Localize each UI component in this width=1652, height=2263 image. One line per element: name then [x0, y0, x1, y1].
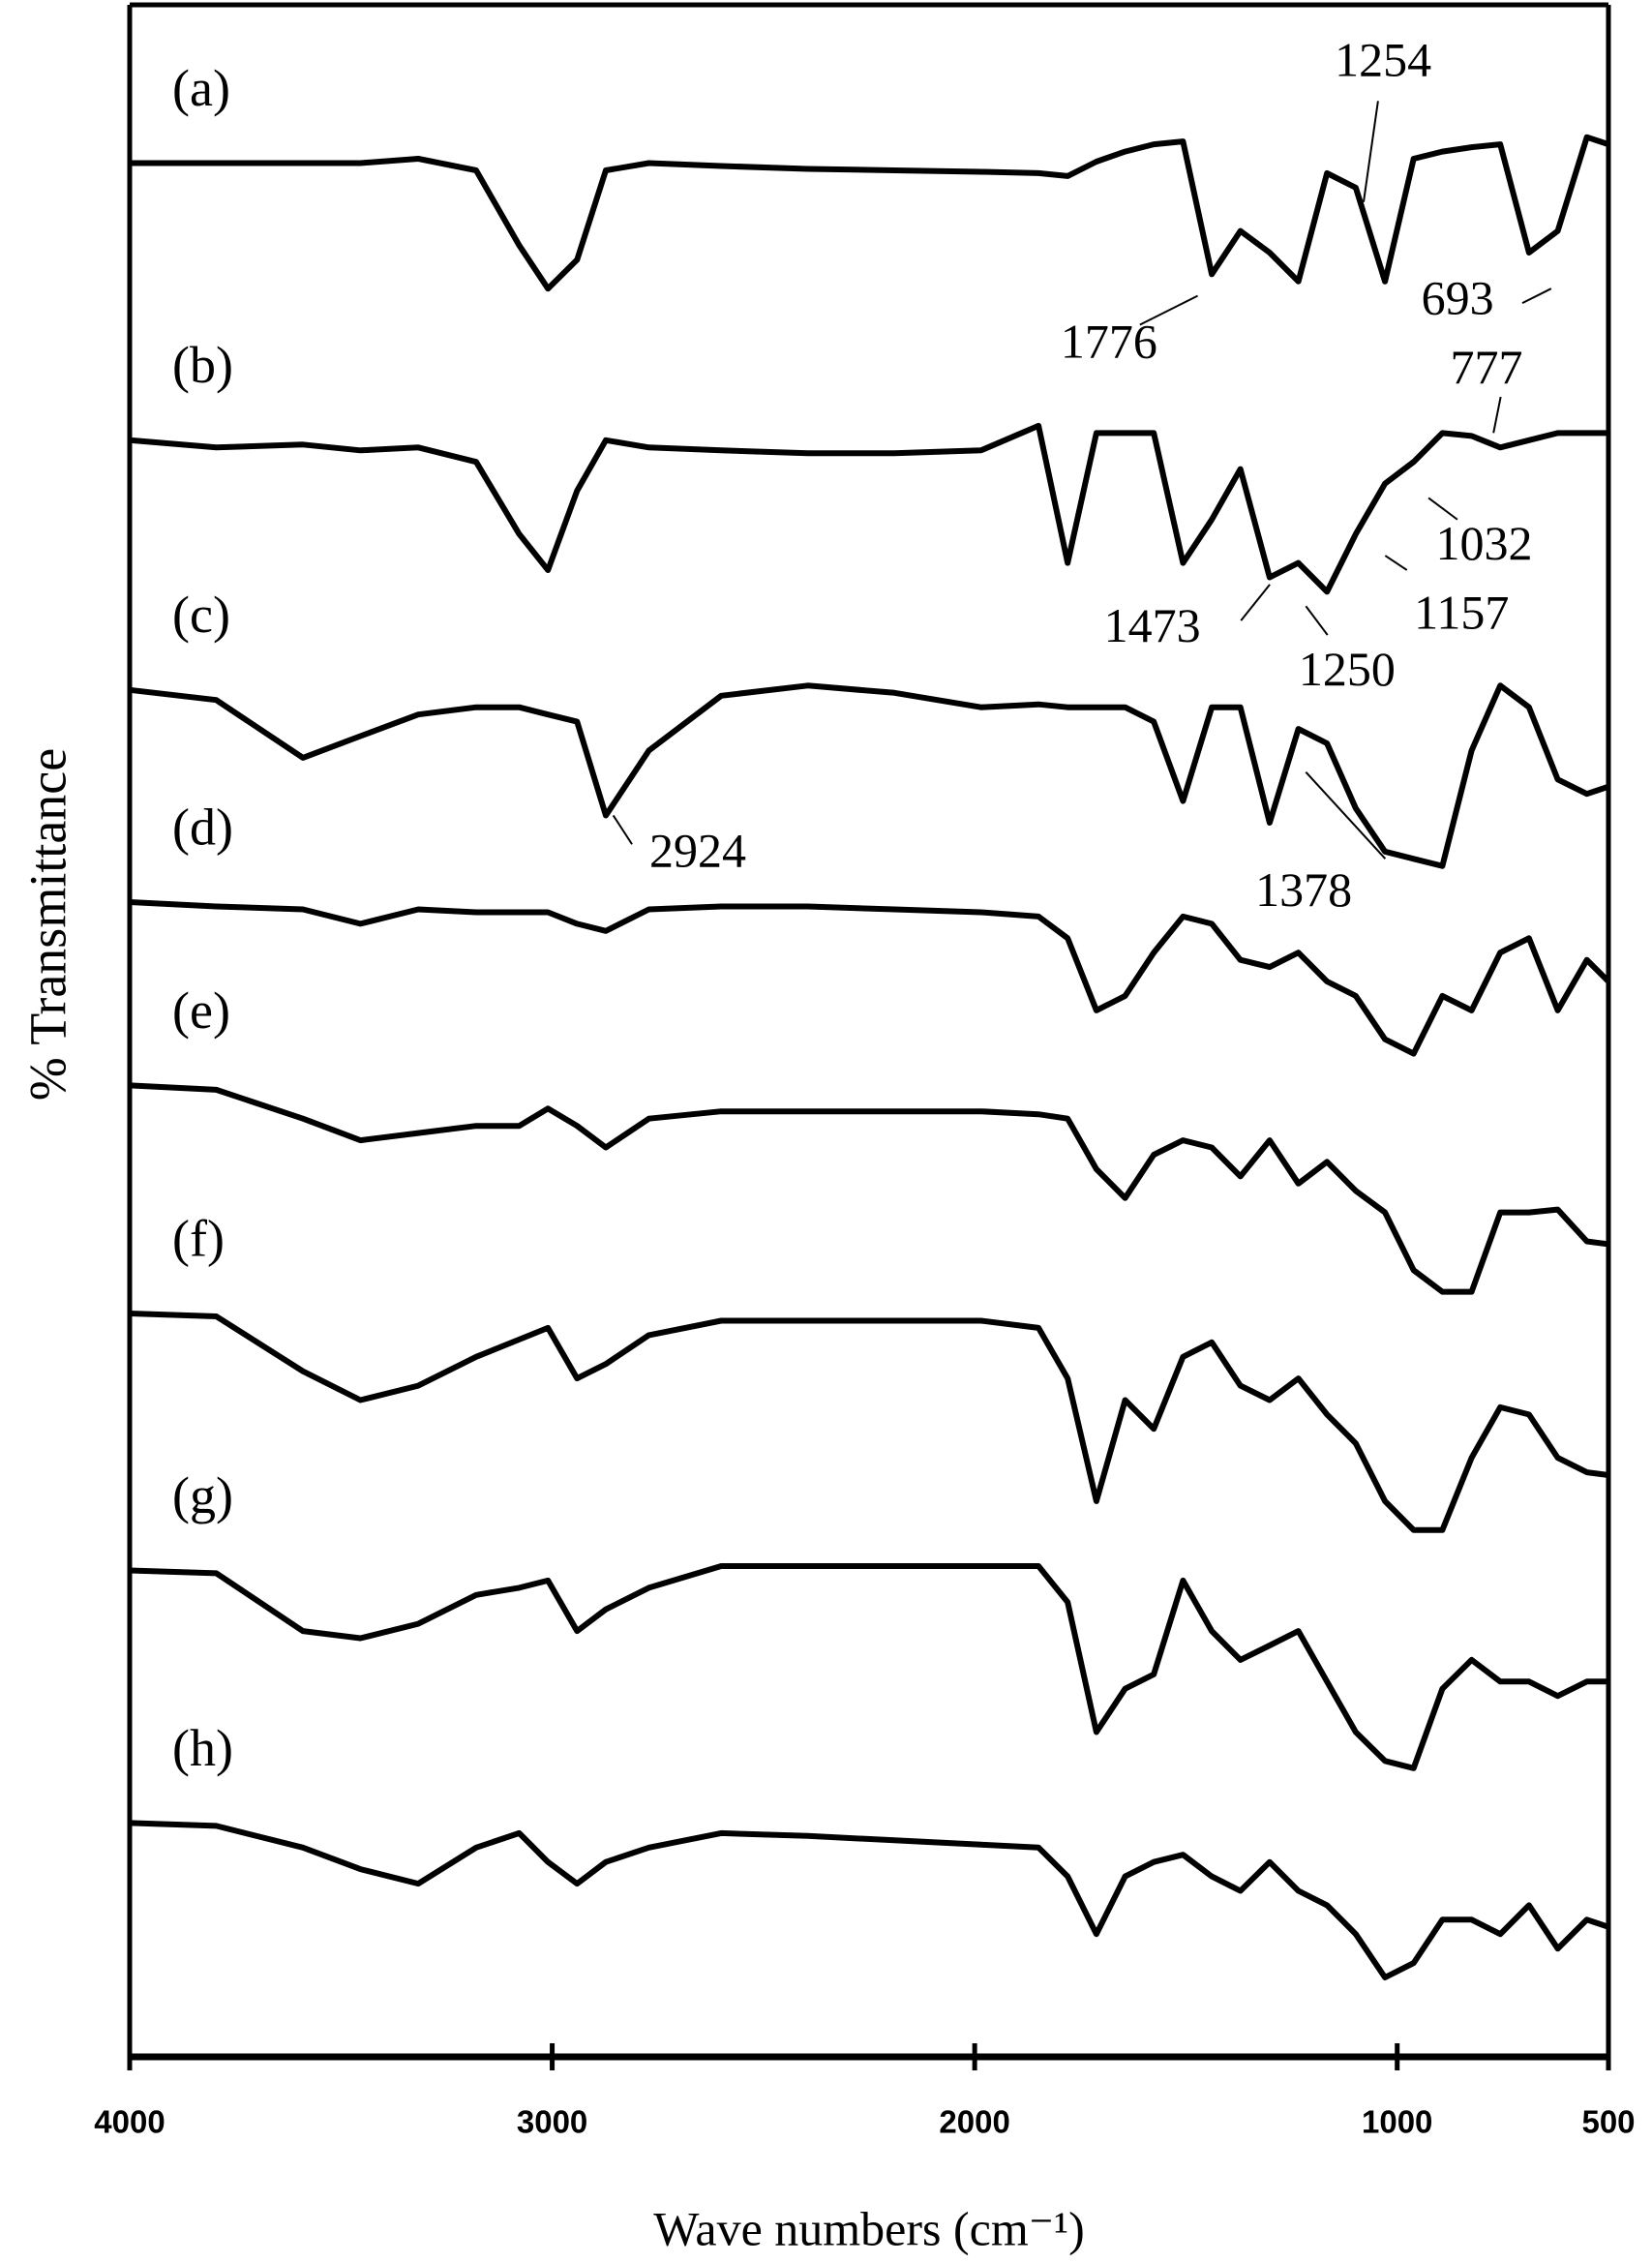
- peak-annotation: 2924: [649, 824, 746, 878]
- leader-line: [1384, 555, 1408, 571]
- peak-annotation: 1032: [1436, 516, 1533, 570]
- peak-annotation: 1157: [1414, 586, 1509, 640]
- spectrum-line: [129, 1311, 1609, 1533]
- series-label: (b): [172, 336, 233, 394]
- series-label: (d): [172, 798, 233, 856]
- x-tick-label: 2000: [939, 2104, 1009, 2140]
- spectrum-line: [129, 1820, 1609, 1980]
- series-label: (f): [172, 1209, 225, 1267]
- peak-annotation: 1473: [1104, 598, 1201, 652]
- series-label: (c): [172, 586, 230, 644]
- peak-annotation: 693: [1422, 271, 1494, 325]
- peak-annotation: 1776: [1061, 314, 1157, 368]
- leader-line: [1139, 294, 1198, 326]
- series-label: (a): [172, 59, 230, 117]
- spectrum-line: [129, 682, 1609, 869]
- peak-annotation: 1378: [1255, 862, 1352, 917]
- spectrum-line: [129, 422, 1608, 595]
- peak-annotation: 1254: [1335, 33, 1431, 87]
- spectrum-line: [129, 899, 1611, 1057]
- series-label: (g): [172, 1466, 233, 1524]
- x-tick-label: 4000: [94, 2104, 165, 2140]
- leader-line: [612, 814, 633, 845]
- x-tick-label: 1000: [1362, 2104, 1432, 2140]
- leader-line: [1240, 584, 1271, 621]
- spectrum-line: [130, 134, 1609, 292]
- leader-line: [1427, 497, 1458, 521]
- spectrum-line: [129, 1082, 1609, 1295]
- series-label: (h): [172, 1719, 233, 1777]
- leader-line: [1521, 287, 1552, 305]
- peak-annotation: 1250: [1299, 642, 1396, 696]
- peak-annotation: 777: [1450, 340, 1522, 394]
- x-tick-label: 3000: [517, 2104, 587, 2140]
- leader-line: [1363, 101, 1379, 202]
- spectrum-line: [129, 1563, 1608, 1771]
- leader-line: [1492, 396, 1502, 434]
- x-tick-label: 500: [1581, 2104, 1635, 2140]
- leader-line: [1305, 771, 1387, 860]
- y-axis-label: % Transmittance: [18, 748, 76, 1101]
- x-axis-label: Wave numbers (cm⁻¹): [653, 2201, 1085, 2255]
- series-label: (e): [172, 981, 230, 1040]
- leader-line: [1305, 605, 1329, 636]
